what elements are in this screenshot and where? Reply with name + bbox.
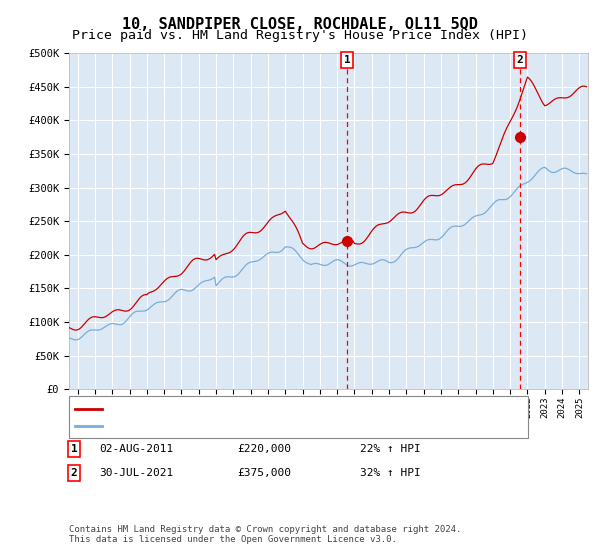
- Text: 32% ↑ HPI: 32% ↑ HPI: [360, 468, 421, 478]
- Text: 10, SANDPIPER CLOSE, ROCHDALE, OL11 5QD (detached house): 10, SANDPIPER CLOSE, ROCHDALE, OL11 5QD …: [108, 404, 437, 414]
- Text: 22% ↑ HPI: 22% ↑ HPI: [360, 444, 421, 454]
- Text: £375,000: £375,000: [237, 468, 291, 478]
- Text: HPI: Average price, detached house, Rochdale: HPI: Average price, detached house, Roch…: [108, 421, 367, 431]
- Text: 2: 2: [517, 55, 524, 65]
- Text: 1: 1: [71, 444, 77, 454]
- Text: 1: 1: [344, 55, 350, 65]
- Text: 02-AUG-2011: 02-AUG-2011: [99, 444, 173, 454]
- Text: Contains HM Land Registry data © Crown copyright and database right 2024.
This d: Contains HM Land Registry data © Crown c…: [69, 525, 461, 544]
- Text: 30-JUL-2021: 30-JUL-2021: [99, 468, 173, 478]
- Text: £220,000: £220,000: [237, 444, 291, 454]
- Text: Price paid vs. HM Land Registry's House Price Index (HPI): Price paid vs. HM Land Registry's House …: [72, 29, 528, 42]
- Text: 2: 2: [71, 468, 77, 478]
- Text: 10, SANDPIPER CLOSE, ROCHDALE, OL11 5QD: 10, SANDPIPER CLOSE, ROCHDALE, OL11 5QD: [122, 17, 478, 32]
